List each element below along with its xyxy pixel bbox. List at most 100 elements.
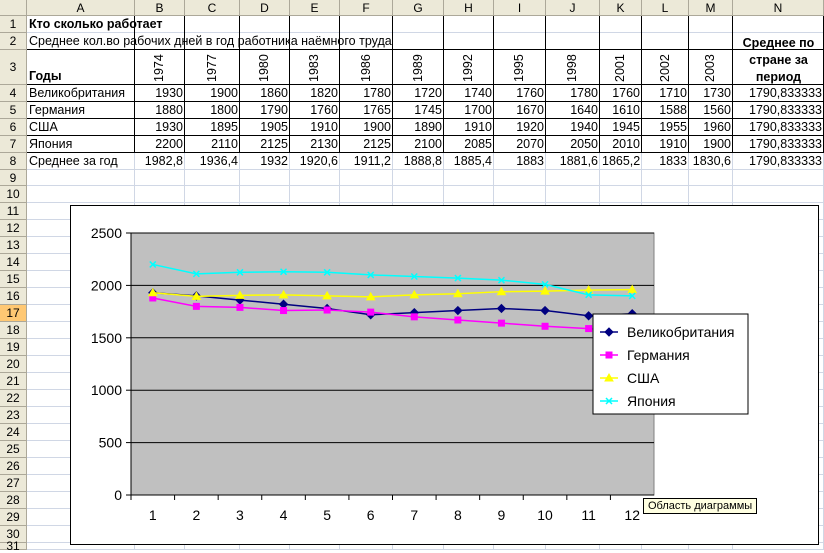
value-cell[interactable]: 2125 — [363, 137, 391, 151]
year-header[interactable]: 1989 — [410, 54, 425, 82]
year-header[interactable]: 1992 — [461, 54, 475, 82]
year-header[interactable]: 1980 — [257, 54, 271, 82]
yearly-avg-cell[interactable]: 1932 — [260, 154, 288, 168]
column-header[interactable]: H — [444, 0, 494, 16]
column-header[interactable]: N — [733, 0, 824, 16]
row-header[interactable]: 18 — [0, 322, 27, 339]
year-header[interactable]: 1995 — [512, 54, 526, 82]
row-header[interactable]: 25 — [0, 441, 27, 458]
column-header[interactable]: D — [240, 0, 290, 16]
row-header[interactable]: 16 — [0, 288, 27, 305]
value-cell[interactable]: 2050 — [570, 137, 598, 151]
country-name[interactable]: Япония — [29, 137, 73, 151]
value-cell[interactable]: 1720 — [414, 86, 442, 100]
row-header[interactable]: 2 — [0, 33, 27, 50]
value-cell[interactable]: 1780 — [363, 86, 391, 100]
yearly-avg-cell[interactable]: 1885,4 — [453, 154, 492, 168]
year-header[interactable]: 1998 — [565, 54, 579, 82]
value-cell[interactable]: 1700 — [464, 103, 492, 117]
value-cell[interactable]: 1760 — [516, 86, 544, 100]
yearly-avg-cell[interactable]: 1982,8 — [144, 154, 183, 168]
row-header[interactable]: 12 — [0, 220, 27, 237]
row-header[interactable]: 11 — [0, 203, 27, 220]
value-cell[interactable]: 1765 — [363, 103, 391, 117]
yearly-avg-cell[interactable]: 1920,6 — [299, 154, 338, 168]
value-cell[interactable]: 1745 — [414, 103, 442, 117]
value-cell[interactable]: 1820 — [310, 86, 338, 100]
row-header[interactable]: 28 — [0, 492, 27, 509]
value-cell[interactable]: 2130 — [310, 137, 338, 151]
value-cell[interactable]: 1740 — [464, 86, 492, 100]
value-cell[interactable]: 1920 — [516, 120, 544, 134]
sheet-title[interactable]: Кто сколько работает — [29, 17, 163, 31]
row-header[interactable]: 20 — [0, 356, 27, 373]
year-header[interactable]: 2003 — [703, 54, 717, 82]
chart-area[interactable]: 0 500 1000 1500 2000 2500 1 2 3 4 5 6 7 8 9 10 11 12 Велик… — [70, 205, 819, 545]
yearly-avg-cell[interactable]: 1883 — [516, 154, 544, 168]
value-cell[interactable]: 2110 — [211, 137, 238, 151]
value-cell[interactable]: 2200 — [155, 137, 183, 151]
column-header[interactable]: J — [546, 0, 600, 16]
avg-cell[interactable]: 1790,833333 — [749, 103, 822, 117]
year-header[interactable]: 2002 — [657, 54, 672, 82]
value-cell[interactable]: 1730 — [703, 86, 731, 100]
column-header[interactable]: L — [642, 0, 689, 16]
avg-cell[interactable]: 1790,833333 — [749, 154, 822, 168]
avg-cell[interactable]: 1790,833333 — [749, 120, 822, 134]
value-cell[interactable]: 1760 — [612, 86, 640, 100]
select-all-corner[interactable] — [0, 0, 27, 16]
value-cell[interactable]: 1910 — [464, 120, 492, 134]
year-header[interactable]: 1974 — [152, 54, 166, 82]
column-header[interactable]: A — [27, 0, 135, 16]
value-cell[interactable]: 1790 — [260, 103, 288, 117]
year-header[interactable]: 1983 — [307, 54, 321, 82]
value-cell[interactable]: 1610 — [612, 103, 640, 117]
value-cell[interactable]: 1930 — [155, 86, 183, 100]
value-cell[interactable]: 1905 — [260, 120, 288, 134]
value-cell[interactable]: 1955 — [659, 120, 687, 134]
row-header[interactable]: 26 — [0, 458, 27, 475]
yearly-avg-cell[interactable]: 1911,2 — [353, 154, 391, 168]
row-header[interactable]: 24 — [0, 424, 27, 441]
value-cell[interactable]: 1895 — [210, 120, 238, 134]
value-cell[interactable]: 1560 — [703, 103, 731, 117]
country-name[interactable]: Великобритания — [29, 86, 125, 100]
row-header[interactable]: 5 — [0, 102, 27, 119]
value-cell[interactable]: 1900 — [363, 120, 391, 134]
row-header[interactable]: 7 — [0, 136, 27, 153]
country-name[interactable]: Германия — [29, 103, 86, 117]
avg-header[interactable]: Среднее по стране за период — [742, 36, 815, 84]
avg-cell[interactable]: 1790,833333 — [749, 86, 822, 100]
years-label[interactable]: Годы — [29, 69, 62, 83]
yearly-avg-label[interactable]: Среднее за год — [29, 154, 118, 168]
year-header[interactable]: 1977 — [204, 54, 219, 82]
yearly-avg-cell[interactable]: 1888,8 — [403, 154, 442, 168]
column-header[interactable]: K — [600, 0, 642, 16]
value-cell[interactable]: 1910 — [659, 137, 687, 151]
column-header[interactable]: I — [494, 0, 546, 16]
value-cell[interactable]: 1640 — [570, 103, 598, 117]
row-header[interactable]: 22 — [0, 390, 27, 407]
row-header[interactable]: 15 — [0, 271, 27, 288]
value-cell[interactable]: 1880 — [155, 103, 183, 117]
value-cell[interactable]: 1890 — [414, 120, 442, 134]
row-header[interactable]: 9 — [0, 170, 27, 186]
value-cell[interactable]: 1860 — [260, 86, 288, 100]
row-header[interactable]: 1 — [0, 16, 27, 33]
value-cell[interactable]: 2100 — [414, 137, 442, 151]
value-cell[interactable]: 1910 — [310, 120, 338, 134]
yearly-avg-cell[interactable]: 1830,6 — [692, 154, 731, 168]
row-header[interactable]: 29 — [0, 509, 27, 526]
yearly-avg-cell[interactable]: 1865,2 — [602, 154, 641, 168]
row-header[interactable]: 4 — [0, 85, 27, 102]
value-cell[interactable]: 1940 — [570, 120, 598, 134]
value-cell[interactable]: 2070 — [516, 137, 544, 151]
value-cell[interactable]: 1710 — [659, 86, 687, 100]
value-cell[interactable]: 2010 — [612, 137, 640, 151]
column-header[interactable]: C — [185, 0, 240, 16]
row-header[interactable]: 13 — [0, 237, 27, 254]
value-cell[interactable]: 1760 — [310, 103, 338, 117]
avg-cell[interactable]: 1790,833333 — [749, 137, 822, 151]
country-name[interactable]: США — [29, 120, 58, 134]
value-cell[interactable]: 1588 — [659, 103, 687, 117]
